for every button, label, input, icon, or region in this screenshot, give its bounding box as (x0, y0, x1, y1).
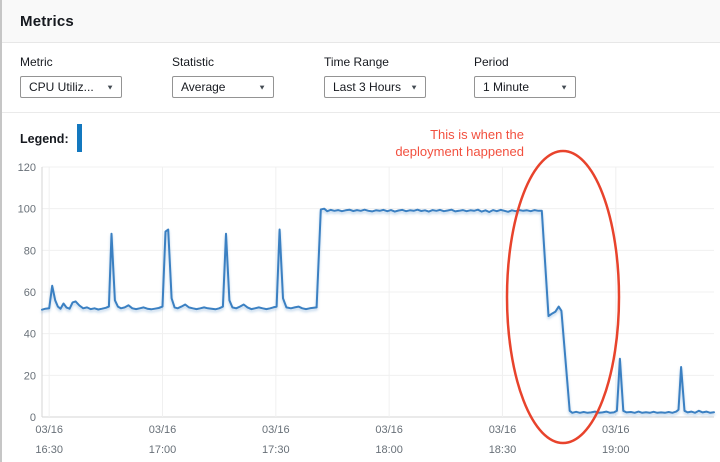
x-axis-tick-date: 03/16 (489, 424, 517, 436)
statistic-control: Statistic Average ▼ (172, 55, 324, 112)
x-axis-tick-date: 03/16 (35, 424, 63, 436)
period-dropdown[interactable]: 1 Minute ▼ (474, 76, 576, 98)
x-axis-tick-date: 03/16 (149, 424, 177, 436)
legend-series-swatch[interactable] (76, 123, 82, 152)
time-range-control: Time Range Last 3 Hours ▼ (324, 55, 474, 112)
y-axis-tick-label: 40 (24, 329, 36, 341)
metric-control: Metric CPU Utiliz... ▼ (20, 55, 172, 112)
annotation-line-2: deployment happened (395, 144, 524, 159)
statistic-dropdown[interactable]: Average ▼ (172, 76, 274, 98)
legend: Legend: (2, 113, 720, 153)
y-axis-tick-label: 120 (18, 162, 36, 174)
y-axis-tick-label: 60 (24, 287, 36, 299)
x-axis-tick-time: 18:30 (489, 444, 517, 456)
y-axis-tick-label: 20 (24, 370, 36, 382)
metric-dropdown[interactable]: CPU Utiliz... ▼ (20, 76, 122, 98)
chevron-down-icon: ▼ (560, 83, 568, 91)
period-dropdown-value: 1 Minute (483, 80, 530, 94)
x-axis-tick-time: 19:00 (602, 444, 630, 456)
y-axis-tick-label: 100 (18, 204, 36, 216)
chevron-down-icon: ▼ (106, 83, 114, 91)
x-axis-tick-time: 17:00 (149, 444, 177, 456)
time-range-label: Time Range (324, 55, 389, 69)
statistic-dropdown-value: Average (181, 80, 226, 94)
chevron-down-icon: ▼ (410, 83, 418, 91)
legend-label: Legend: (20, 132, 69, 146)
x-axis-tick-date: 03/16 (375, 424, 403, 436)
x-axis-tick-time: 17:30 (262, 444, 290, 456)
page-title: Metrics (20, 12, 74, 30)
x-axis-tick-date: 03/16 (602, 424, 630, 436)
time-range-dropdown[interactable]: Last 3 Hours ▼ (324, 76, 426, 98)
time-range-dropdown-value: Last 3 Hours (333, 80, 402, 94)
y-axis-tick-label: 0 (30, 412, 36, 424)
y-axis-tick-label: 80 (24, 245, 36, 257)
x-axis-tick-date: 03/16 (262, 424, 290, 436)
deployment-annotation-ellipse (505, 149, 621, 445)
annotation-line-1: This is when the (430, 127, 524, 142)
metric-label: Metric (20, 55, 53, 69)
chart-controls: Metric CPU Utiliz... ▼ Statistic Average… (2, 43, 720, 113)
x-axis-tick-time: 18:00 (375, 444, 403, 456)
x-axis-tick-time: 16:30 (35, 444, 63, 456)
period-control: Period 1 Minute ▼ (474, 55, 626, 112)
metric-dropdown-value: CPU Utiliz... (29, 80, 94, 94)
chevron-down-icon: ▼ (258, 83, 266, 91)
cpu-utilization-line (41, 207, 715, 414)
panel-header: Metrics (2, 0, 720, 43)
deployment-annotation: This is when the deployment happened (395, 126, 524, 160)
statistic-label: Statistic (172, 55, 215, 69)
period-label: Period (474, 55, 509, 69)
